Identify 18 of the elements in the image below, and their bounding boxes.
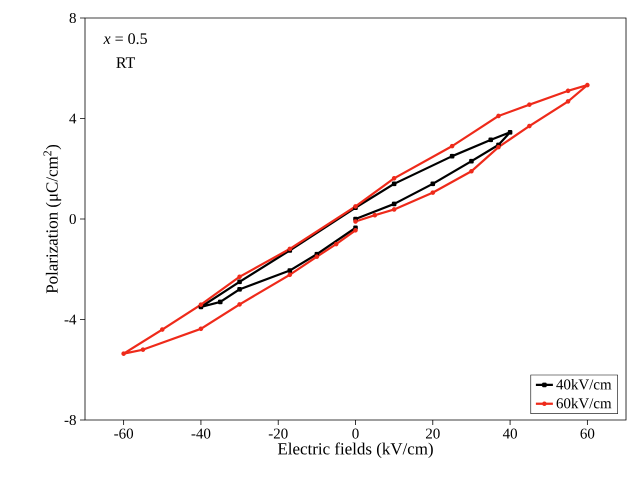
y-tick-label: 4 bbox=[69, 114, 76, 124]
y-tick-label: -4 bbox=[64, 314, 76, 324]
x-tick-label: -20 bbox=[268, 428, 288, 439]
x-tick-label: 0 bbox=[352, 428, 359, 439]
x-tick-label: -60 bbox=[114, 428, 134, 439]
x-tick-label: 20 bbox=[426, 428, 440, 439]
annotation: RT bbox=[116, 57, 136, 68]
annotation: x = 0.5 bbox=[103, 33, 147, 44]
x-tick-label: 40 bbox=[502, 428, 517, 439]
x-tick-label: -40 bbox=[192, 428, 210, 439]
legend-label: 60kV/cm bbox=[556, 398, 612, 408]
y-axis-title: Polarization (μC/cm$^{2}$) bbox=[43, 144, 62, 294]
x-axis-title: Electric fields (kV/cm) bbox=[278, 442, 433, 458]
y-tick-label: 0 bbox=[70, 214, 76, 224]
y-tick-label: -8 bbox=[64, 414, 76, 426]
x-tick-label: 60 bbox=[580, 428, 594, 439]
y-tick-label: 8 bbox=[70, 12, 76, 24]
legend-label: 40kV/cm bbox=[556, 378, 612, 390]
